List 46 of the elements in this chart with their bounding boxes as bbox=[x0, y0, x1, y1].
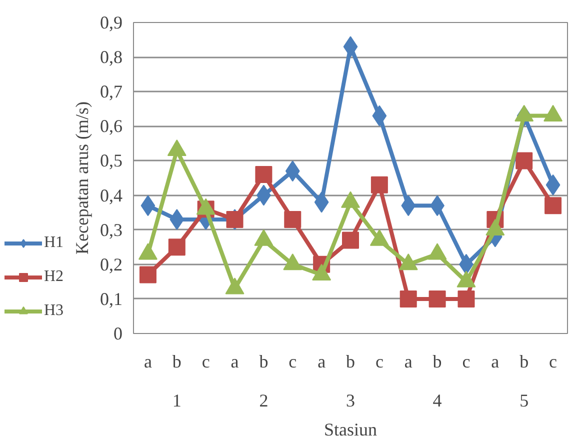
y-tick-label: 0,4 bbox=[100, 185, 122, 206]
y-tick-label: 0 bbox=[114, 324, 122, 344]
legend-label: H1 bbox=[44, 234, 64, 252]
x-tick-label: a bbox=[404, 352, 412, 372]
y-tick-label: 0,8 bbox=[100, 47, 122, 68]
x-tick-label: a bbox=[144, 352, 152, 372]
y-tick-label: 0,9 bbox=[100, 12, 122, 32]
x-tick-label: a bbox=[230, 352, 239, 372]
point bbox=[168, 238, 186, 256]
x-tick-label: c bbox=[462, 352, 470, 372]
y-axis-title: Kecepatan arus (m/s) bbox=[72, 102, 92, 254]
x-tick-label: b bbox=[259, 352, 268, 372]
point bbox=[284, 210, 302, 228]
legend-label: H2 bbox=[44, 268, 64, 286]
x-tick-label: a bbox=[491, 352, 500, 372]
text: 4 bbox=[432, 390, 442, 410]
point bbox=[255, 166, 272, 184]
point bbox=[516, 152, 533, 170]
point bbox=[139, 266, 156, 284]
y-tick-label: 0,1 bbox=[100, 288, 122, 309]
x-tick-label: b bbox=[172, 352, 182, 372]
y-tick-label: 0,3 bbox=[100, 220, 122, 240]
x-tick-label: b bbox=[520, 352, 529, 372]
point bbox=[342, 232, 359, 249]
text: 5 bbox=[520, 390, 529, 410]
x-tick-label: c bbox=[375, 352, 384, 372]
point bbox=[400, 290, 417, 308]
y-tick-label: 0,6 bbox=[100, 116, 122, 136]
point bbox=[428, 290, 446, 308]
x-tick-label: c bbox=[202, 352, 210, 372]
text: 2 bbox=[259, 390, 268, 410]
x-tick-label: c bbox=[549, 352, 558, 372]
text: 3 bbox=[346, 390, 355, 410]
x-tick-label: a bbox=[318, 352, 326, 372]
y-tick-label: 0,7 bbox=[100, 82, 122, 102]
x-axis-title: Stasiun bbox=[324, 420, 378, 440]
y-tick-label: 0,2 bbox=[100, 254, 122, 274]
legend-label: H3 bbox=[44, 302, 64, 320]
point bbox=[458, 290, 475, 308]
y-tick-label: 0,5 bbox=[100, 150, 122, 171]
x-tick-label: c bbox=[288, 352, 297, 372]
x-tick-label: b bbox=[432, 352, 442, 372]
point bbox=[544, 197, 562, 214]
text: 1 bbox=[172, 390, 182, 410]
x-tick-label: b bbox=[346, 352, 355, 372]
point bbox=[370, 176, 388, 194]
